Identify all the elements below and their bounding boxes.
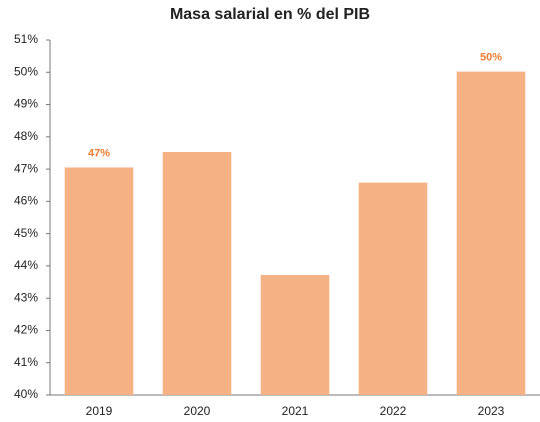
chart-title: Masa salarial en % del PIB	[170, 6, 370, 23]
y-tick-label: 49%	[14, 97, 38, 111]
x-tick-label: 2022	[380, 404, 407, 418]
x-tick-label: 2021	[282, 404, 309, 418]
bar	[456, 71, 526, 396]
y-tick-label: 50%	[14, 64, 38, 78]
y-tick-label: 46%	[14, 194, 38, 208]
y-tick-label: 45%	[14, 226, 38, 240]
y-tick-label: 43%	[14, 290, 38, 304]
y-tick-label: 42%	[14, 323, 38, 337]
x-tick-label: 2019	[86, 404, 113, 418]
value-label: 47%	[88, 147, 110, 159]
y-tick-label: 48%	[14, 129, 38, 143]
y-tick-label: 44%	[14, 258, 38, 272]
value-label: 50%	[480, 52, 502, 64]
x-tick-label: 2023	[478, 404, 505, 418]
y-tick-label: 47%	[14, 161, 38, 175]
x-tick-label: 2020	[184, 404, 211, 418]
bar	[64, 167, 134, 395]
y-tick-label: 51%	[14, 32, 38, 46]
y-tick-label: 41%	[14, 355, 38, 369]
bar	[260, 274, 330, 395]
y-tick-label: 40%	[14, 387, 38, 401]
bar	[162, 151, 232, 395]
bar	[358, 182, 428, 395]
